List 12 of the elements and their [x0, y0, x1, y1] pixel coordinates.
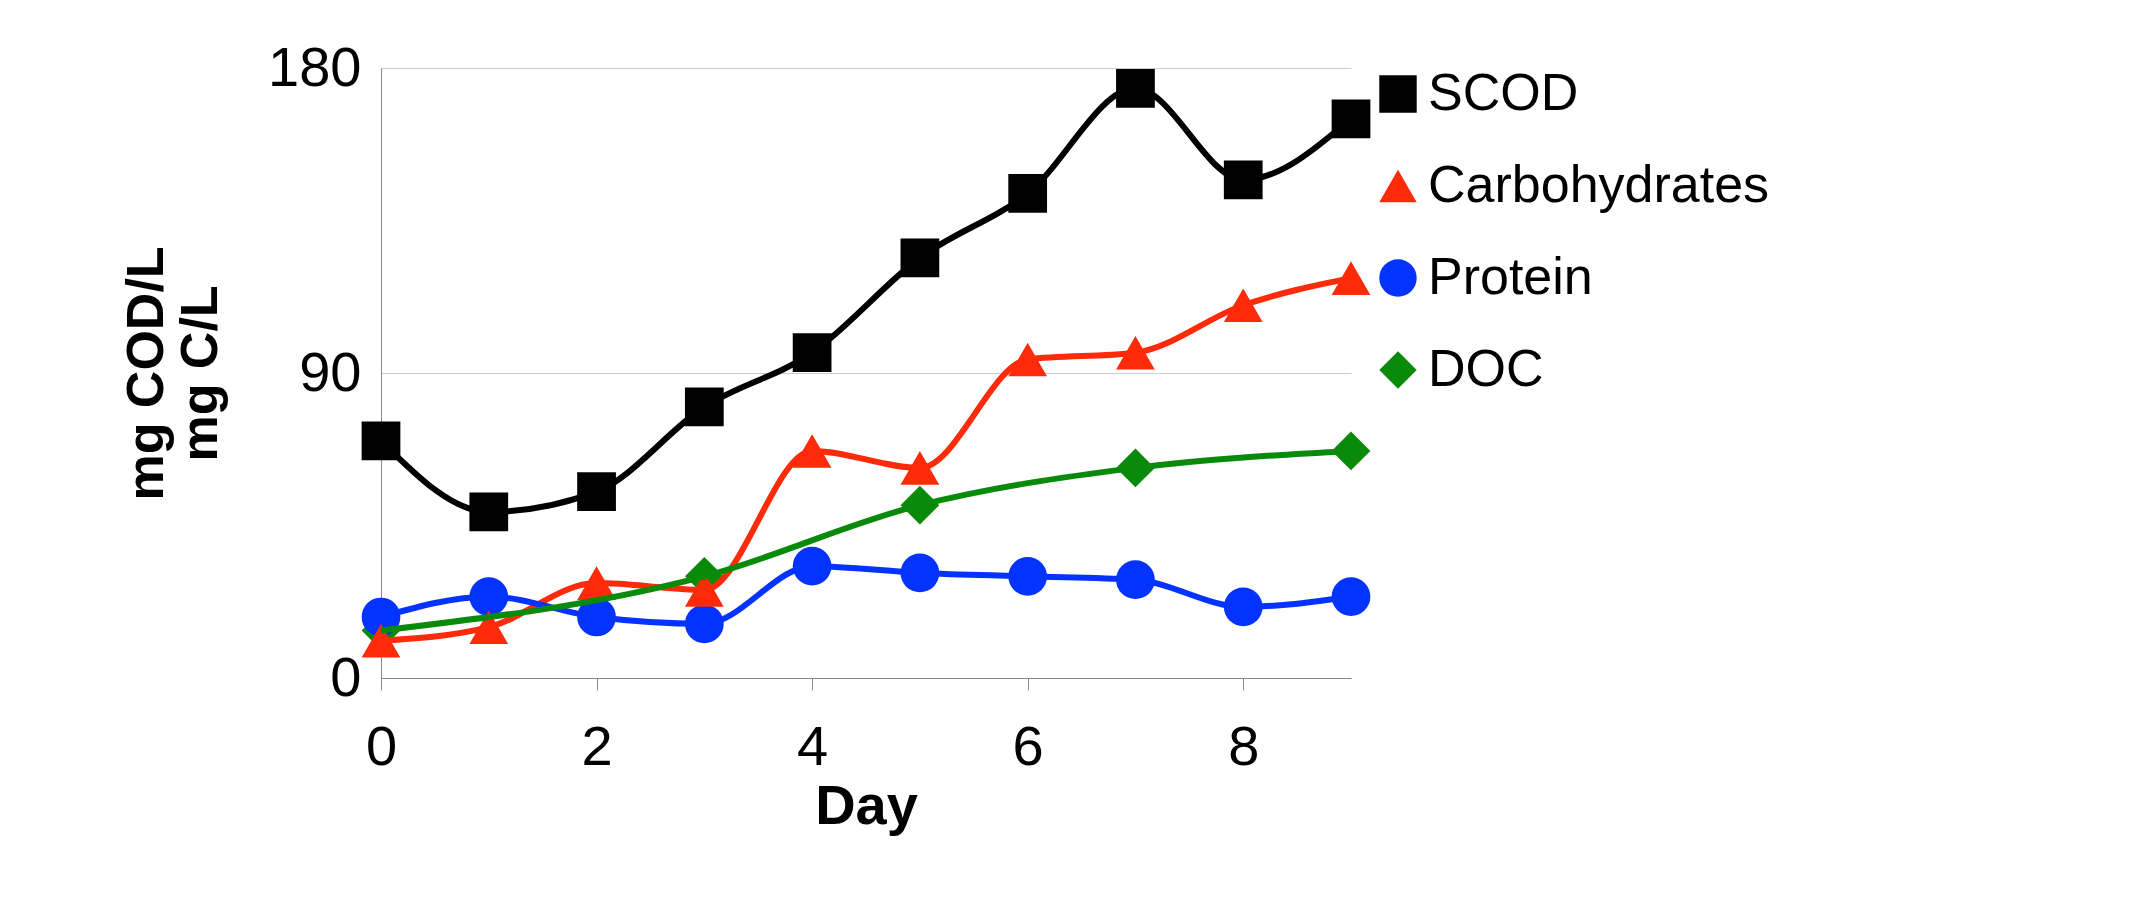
point [1331, 577, 1371, 616]
legend-label: DOC [1428, 339, 1544, 397]
y-tick-label: 90 [299, 339, 362, 403]
x-tick-label: 6 [1012, 713, 1044, 777]
legend-label: Carbohydrates [1428, 155, 1770, 213]
x-tick-label: 2 [581, 713, 613, 777]
x-tick-label: 8 [1228, 713, 1260, 777]
legend-label: Protein [1428, 247, 1593, 305]
point [1331, 261, 1371, 295]
y-tick-label: 180 [268, 34, 362, 98]
y-tick-label: 0 [330, 644, 362, 708]
legend-label: SCOD [1428, 63, 1579, 121]
